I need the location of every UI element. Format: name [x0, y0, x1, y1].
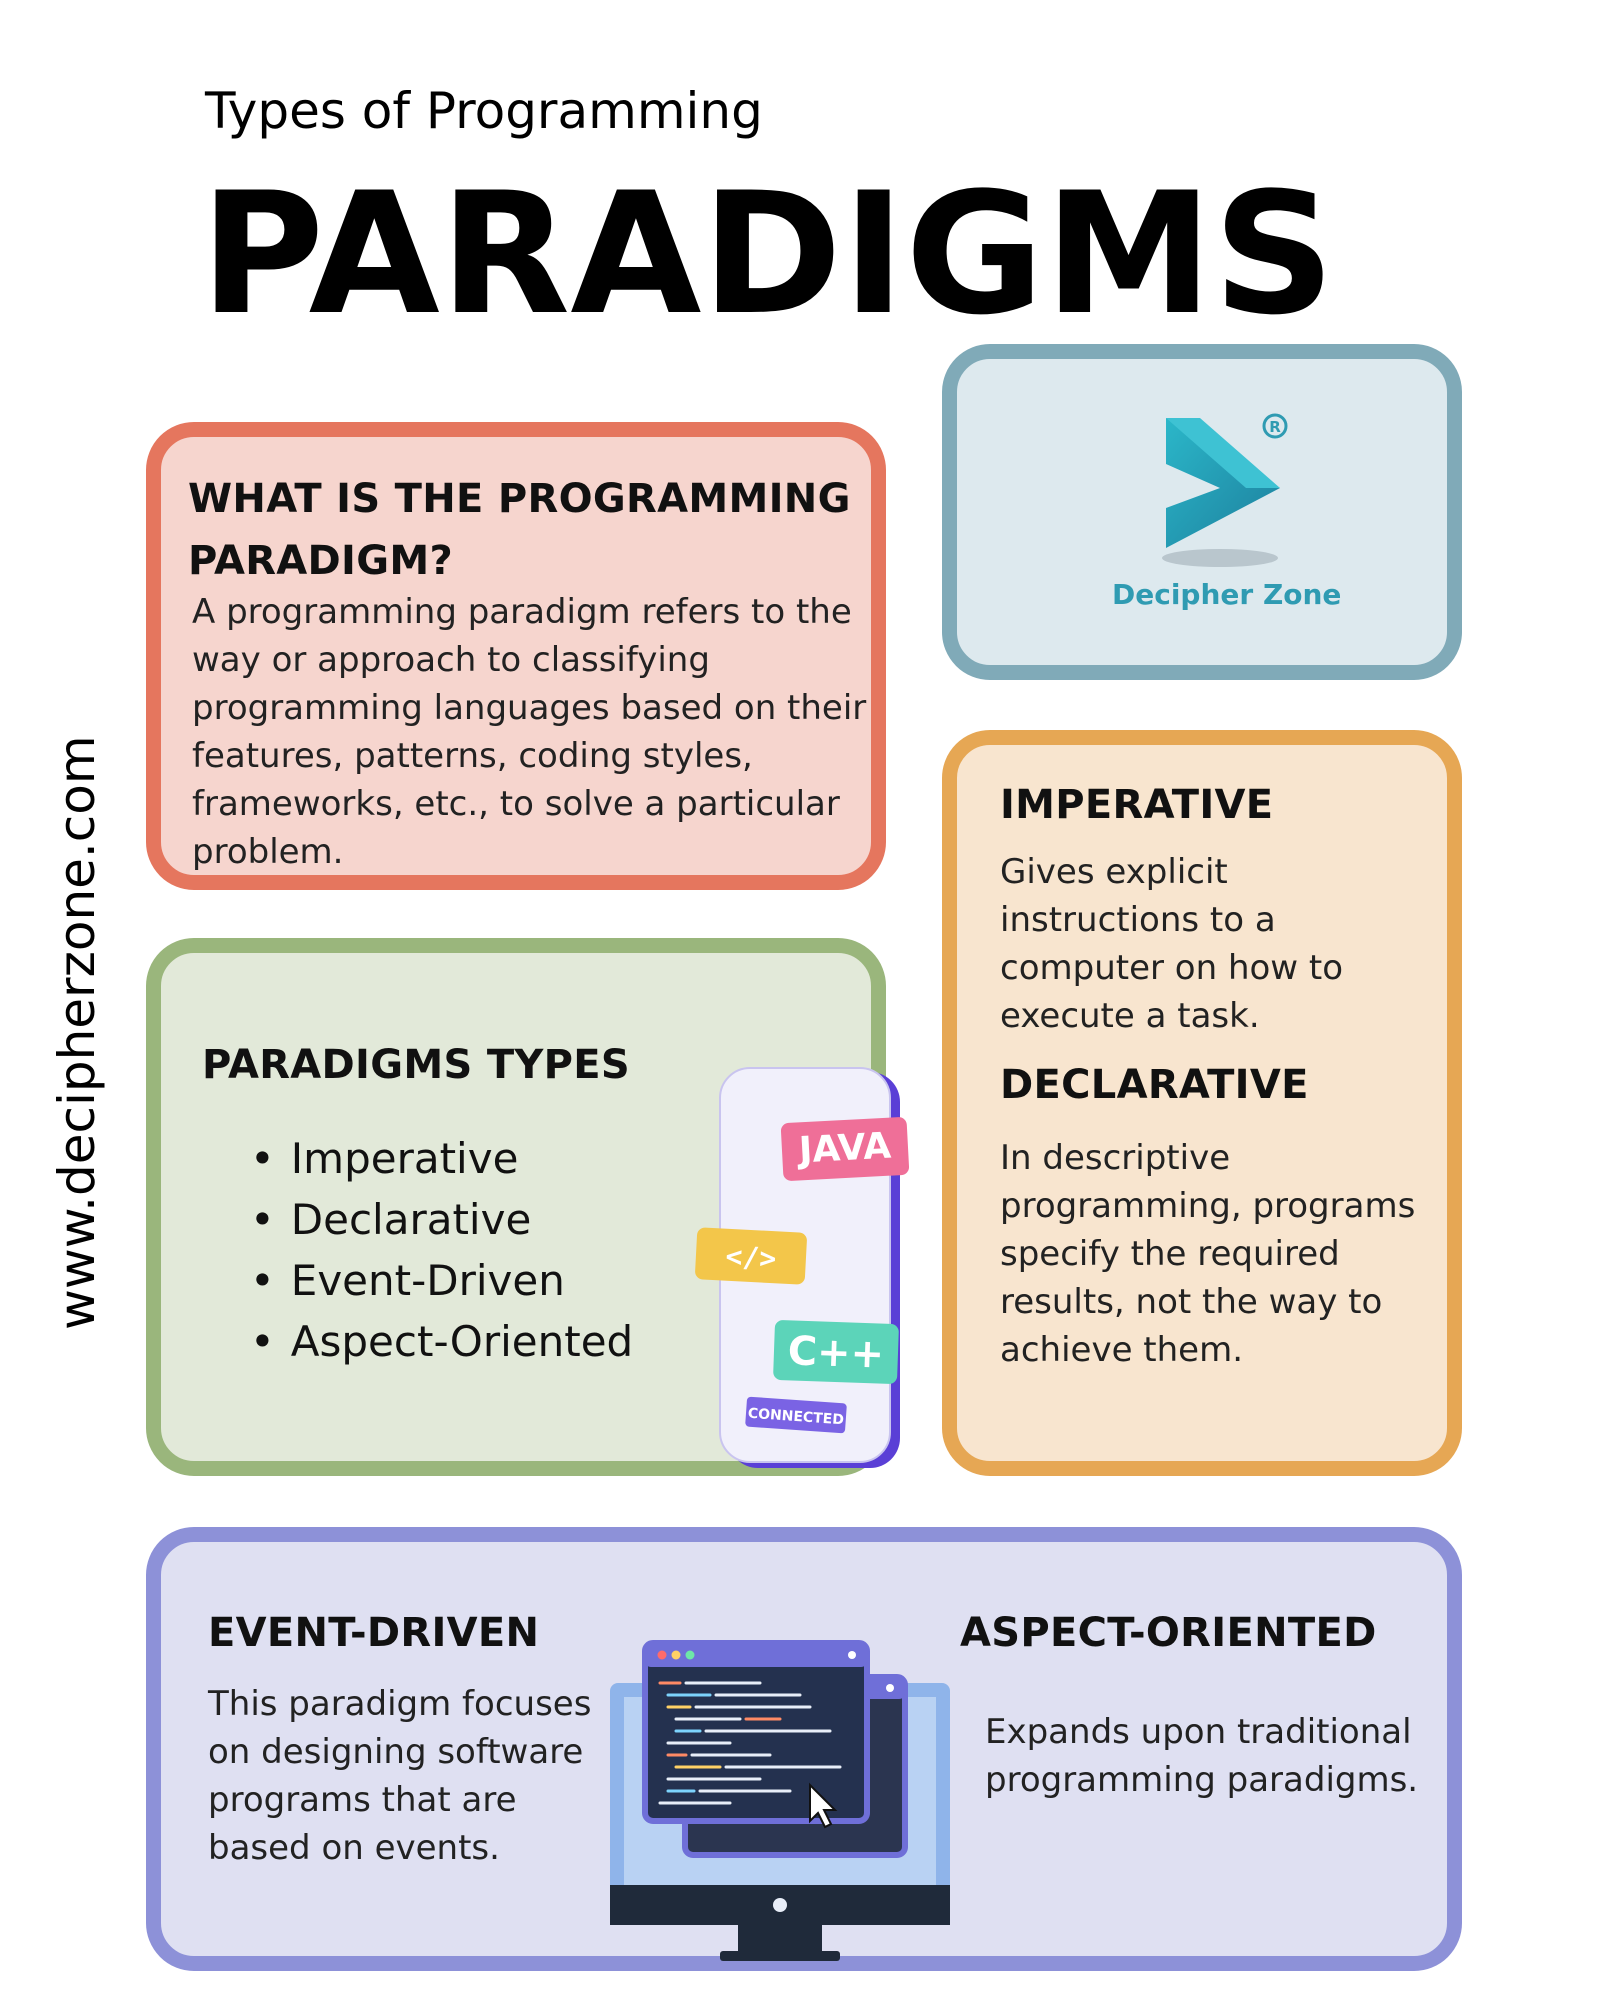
event-driven-title: EVENT-DRIVEN	[208, 1610, 540, 1656]
page-title-text: PARADIGMS	[200, 156, 1335, 330]
aspect-oriented-title: ASPECT-ORIENTED	[960, 1610, 1377, 1656]
aspect-oriented-body: Expands upon traditional programming par…	[985, 1712, 1419, 1800]
what-is-body: A programming paradigm refers to the way…	[192, 592, 867, 872]
declarative-title: DECLARATIVE	[1000, 1062, 1309, 1108]
decipher-zone-logo-icon: R	[1162, 413, 1288, 567]
page-subtitle: Types of Programming	[205, 82, 763, 140]
declarative-body: In descriptive programming, programs spe…	[1000, 1138, 1416, 1370]
cpp-tag: C++	[773, 1320, 899, 1384]
code-tag: </>	[695, 1227, 807, 1285]
what-is-card	[146, 422, 886, 890]
paradigm-types-list: Imperative Declarative Event-Driven Aspe…	[250, 1128, 633, 1372]
list-item: Imperative	[250, 1128, 633, 1189]
java-tag: JAVA	[780, 1117, 910, 1181]
list-item: Event-Driven	[250, 1250, 633, 1311]
svg-text:CONNECTED: CONNECTED	[747, 1406, 844, 1429]
svg-text:JAVA: JAVA	[795, 1126, 892, 1172]
page-title: PARADIGMS	[200, 156, 1335, 330]
website-url[interactable]: www.decipherzone.com	[48, 735, 106, 1330]
monitor-illustration	[610, 1640, 950, 1961]
list-item: Aspect-Oriented	[250, 1311, 633, 1372]
svg-text:R: R	[1269, 418, 1281, 436]
imperative-title: IMPERATIVE	[1000, 782, 1274, 828]
svg-text:C++: C++	[787, 1328, 885, 1377]
list-item: Declarative	[250, 1189, 633, 1250]
svg-text:</>: </>	[725, 1240, 777, 1276]
event-driven-body: This paradigm focuses on designing softw…	[208, 1684, 592, 1868]
paradigm-types-title: PARADIGMS TYPES	[202, 1042, 631, 1088]
what-is-title: WHAT IS THE PROGRAMMING PARADIGM?	[188, 476, 851, 584]
imperative-declarative-card	[942, 730, 1462, 1476]
phone-illustration: JAVA </> C++ CONNECTED	[695, 1067, 910, 1468]
connected-badge: CONNECTED	[745, 1396, 847, 1434]
logo-wordmark: Decipher Zone	[1112, 578, 1342, 611]
imperative-body: Gives explicit instructions to a compute…	[1000, 852, 1344, 1036]
cursor-icon	[809, 1782, 838, 1829]
